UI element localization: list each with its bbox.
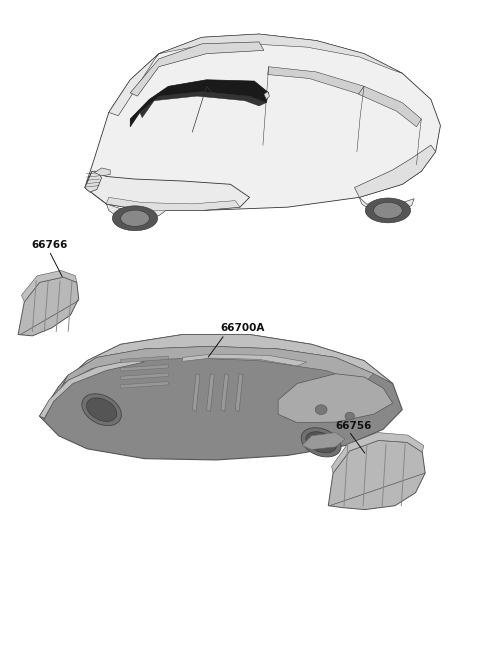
Polygon shape xyxy=(221,374,228,411)
Text: 66756: 66756 xyxy=(336,420,372,430)
Ellipse shape xyxy=(373,202,402,218)
Polygon shape xyxy=(120,356,168,363)
Polygon shape xyxy=(18,277,79,336)
Polygon shape xyxy=(264,92,270,99)
Polygon shape xyxy=(85,171,102,192)
Polygon shape xyxy=(192,374,200,411)
Polygon shape xyxy=(109,54,159,115)
Polygon shape xyxy=(278,374,393,422)
Polygon shape xyxy=(107,204,166,218)
Polygon shape xyxy=(206,374,214,411)
Polygon shape xyxy=(268,67,364,94)
Polygon shape xyxy=(360,197,414,212)
Polygon shape xyxy=(39,335,402,460)
Ellipse shape xyxy=(365,198,410,223)
Ellipse shape xyxy=(120,210,149,226)
Polygon shape xyxy=(120,373,168,380)
Polygon shape xyxy=(355,145,436,197)
Polygon shape xyxy=(159,34,402,73)
Polygon shape xyxy=(120,382,168,388)
Polygon shape xyxy=(140,92,266,117)
Polygon shape xyxy=(130,42,264,96)
Polygon shape xyxy=(85,171,250,211)
Polygon shape xyxy=(59,335,393,387)
Polygon shape xyxy=(63,346,373,384)
Polygon shape xyxy=(328,440,425,510)
Polygon shape xyxy=(302,432,345,449)
Ellipse shape xyxy=(112,206,157,231)
Polygon shape xyxy=(130,80,269,127)
Ellipse shape xyxy=(86,398,117,421)
Polygon shape xyxy=(95,168,110,176)
Ellipse shape xyxy=(82,394,121,426)
Polygon shape xyxy=(39,375,68,419)
Polygon shape xyxy=(183,354,307,366)
Polygon shape xyxy=(235,374,243,411)
Ellipse shape xyxy=(306,432,336,453)
Ellipse shape xyxy=(301,428,341,457)
Polygon shape xyxy=(359,87,421,127)
Text: 66700A: 66700A xyxy=(220,323,264,333)
Ellipse shape xyxy=(315,405,327,415)
Polygon shape xyxy=(22,270,77,302)
Polygon shape xyxy=(85,34,441,211)
Text: 66766: 66766 xyxy=(31,240,67,251)
Polygon shape xyxy=(332,432,424,473)
Polygon shape xyxy=(39,359,144,418)
Ellipse shape xyxy=(345,412,355,420)
Polygon shape xyxy=(120,365,168,371)
Polygon shape xyxy=(107,197,240,211)
